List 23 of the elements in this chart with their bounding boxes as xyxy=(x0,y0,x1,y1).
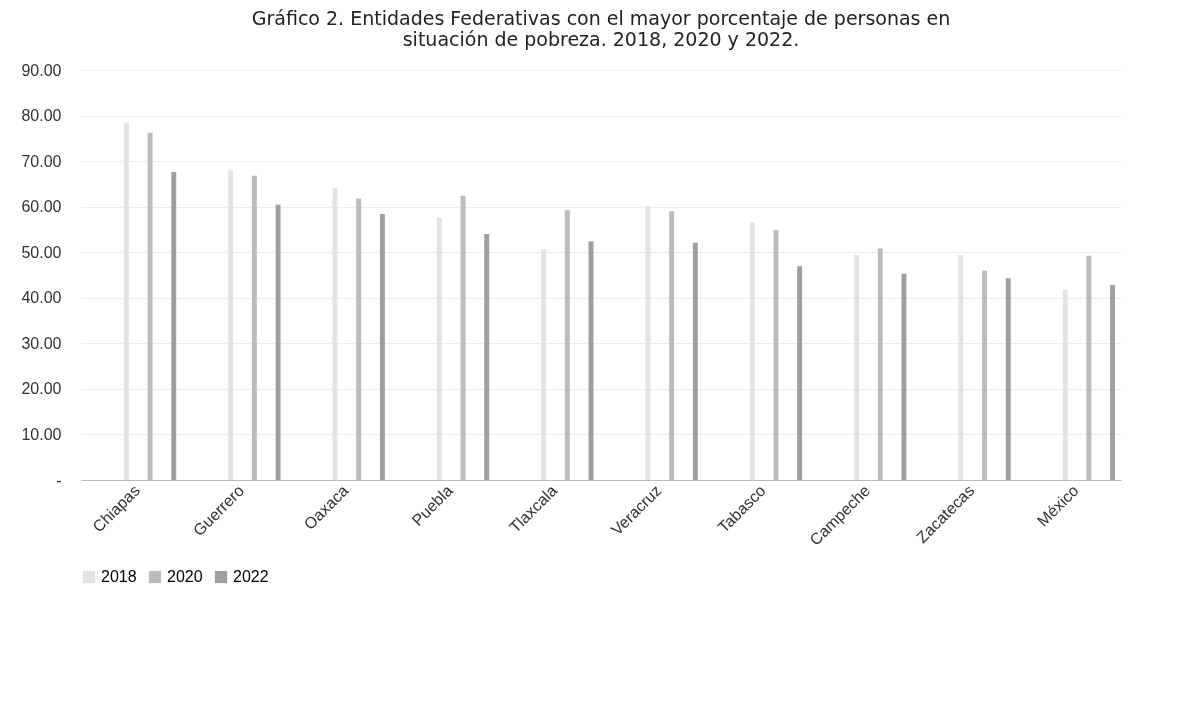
bar xyxy=(797,266,803,480)
y-tick-label: 80.00 xyxy=(21,107,62,125)
legend-label: 2022 xyxy=(233,568,269,585)
y-tick-label: 50.00 xyxy=(21,243,62,261)
y-tick-label: 60.00 xyxy=(21,198,62,216)
bar xyxy=(901,273,907,480)
y-tick-label: 10.00 xyxy=(21,425,62,443)
y-tick-label: 90.00 xyxy=(21,61,62,79)
bar xyxy=(484,234,490,480)
legend-label: 2018 xyxy=(101,568,137,585)
bar xyxy=(1110,285,1116,480)
bar xyxy=(171,172,177,480)
y-tick-label: 30.00 xyxy=(21,334,62,352)
y-tick-label: 20.00 xyxy=(21,380,62,398)
bar xyxy=(1005,278,1011,480)
y-tick-label: 40.00 xyxy=(21,289,62,307)
y-tick-label: - xyxy=(56,471,62,489)
bar xyxy=(379,213,385,480)
chart-title: Gráfico 2. Entidades Federativas con el mayor porcentaje de personas en situación de pobreza. 2018, 2020 y 2022. xyxy=(251,7,951,50)
bar xyxy=(275,204,281,480)
bar xyxy=(692,242,698,480)
y-tick-label: 70.00 xyxy=(21,152,62,170)
legend-label: 2020 xyxy=(167,568,203,585)
